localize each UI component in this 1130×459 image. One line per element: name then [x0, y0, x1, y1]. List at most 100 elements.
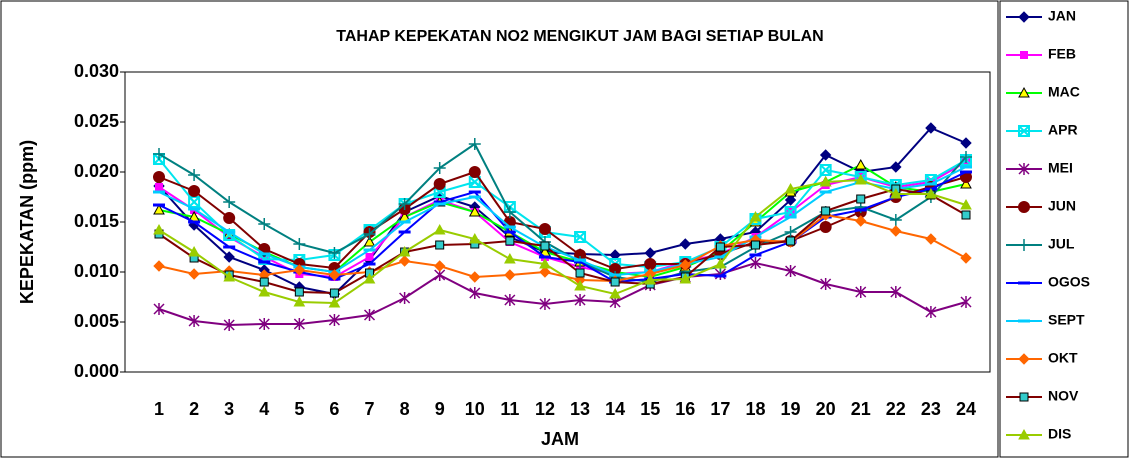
marker [644, 258, 657, 270]
marker [539, 266, 551, 278]
marker [679, 272, 692, 284]
legend-marker [1018, 86, 1030, 98]
marker [503, 206, 516, 218]
marker [153, 148, 165, 160]
marker [293, 318, 305, 330]
marker [399, 292, 411, 304]
marker [960, 252, 972, 264]
legend-label: OGOS [1048, 274, 1090, 290]
marker [890, 286, 902, 298]
marker [925, 187, 937, 199]
marker [188, 315, 200, 327]
marker [505, 236, 515, 246]
x-tick-label: 22 [886, 399, 906, 419]
marker [433, 223, 446, 235]
x-tick-label: 5 [294, 399, 304, 419]
marker [890, 225, 902, 237]
marker [504, 252, 516, 264]
x-tick-label: 11 [500, 399, 519, 419]
marker [259, 277, 269, 287]
marker [188, 185, 201, 197]
marker [398, 198, 411, 210]
x-tick-label: 9 [435, 399, 445, 419]
y-tick-label: 0.015 [74, 211, 119, 231]
marker [468, 205, 481, 217]
marker [785, 265, 797, 277]
marker [820, 278, 832, 290]
marker [786, 236, 796, 246]
legend-label: JUL [1048, 236, 1075, 252]
legend-marker [1018, 428, 1030, 440]
legend-marker [1018, 353, 1030, 365]
marker [153, 171, 165, 183]
legend-label: SEPT [1048, 312, 1085, 328]
marker [574, 231, 587, 243]
marker [188, 169, 201, 181]
marker [750, 240, 760, 250]
marker [856, 194, 866, 204]
x-tick-label: 13 [570, 399, 590, 419]
marker [960, 137, 972, 149]
marker [610, 277, 620, 287]
x-tick-label: 17 [710, 399, 730, 419]
marker [960, 151, 972, 163]
marker [153, 203, 165, 215]
x-tick-label: 12 [535, 399, 555, 419]
marker [784, 182, 797, 194]
marker [784, 194, 797, 206]
marker [155, 183, 163, 191]
marker [749, 210, 762, 222]
marker [540, 241, 550, 251]
marker [889, 187, 902, 199]
marker [504, 269, 516, 281]
marker [293, 264, 306, 276]
legend-marker [1018, 125, 1030, 137]
marker [223, 319, 235, 331]
legend-label: APR [1048, 122, 1078, 138]
marker [609, 263, 622, 275]
marker [398, 255, 411, 267]
legend-marker [1018, 239, 1030, 251]
x-tick-label: 6 [329, 399, 339, 419]
series-line [158, 166, 967, 277]
marker [188, 196, 201, 208]
legend-label: OKT [1048, 350, 1078, 366]
legend-marker [1018, 201, 1030, 213]
plot-area [124, 71, 991, 373]
marker [960, 198, 972, 210]
marker [260, 253, 269, 261]
legend-label: FEB [1048, 46, 1076, 62]
marker [890, 161, 902, 173]
marker [960, 296, 972, 308]
marker [644, 273, 657, 285]
series-line [158, 178, 967, 305]
marker [715, 242, 725, 252]
x-tick-label: 21 [851, 399, 871, 419]
marker [435, 240, 445, 250]
marker [365, 253, 374, 261]
marker [749, 257, 762, 269]
y-tick-label: 0.025 [74, 111, 119, 131]
marker [258, 318, 270, 330]
marker [363, 272, 376, 284]
legend-label: JAN [1048, 8, 1076, 24]
marker [575, 268, 585, 278]
marker [329, 288, 339, 298]
series-line [158, 170, 967, 271]
marker [363, 235, 376, 247]
x-tick-label: 19 [781, 399, 801, 419]
marker [363, 228, 376, 240]
legend-marker [1018, 163, 1030, 175]
marker [468, 138, 481, 150]
y-tick-label: 0.005 [74, 311, 119, 331]
marker [925, 306, 937, 318]
x-tick-label: 24 [956, 399, 976, 419]
marker [433, 162, 446, 174]
marker [925, 233, 937, 245]
marker [504, 294, 516, 306]
series-line [158, 187, 967, 295]
x-tick-label: 2 [189, 399, 199, 419]
marker [328, 247, 341, 259]
marker [819, 164, 832, 176]
